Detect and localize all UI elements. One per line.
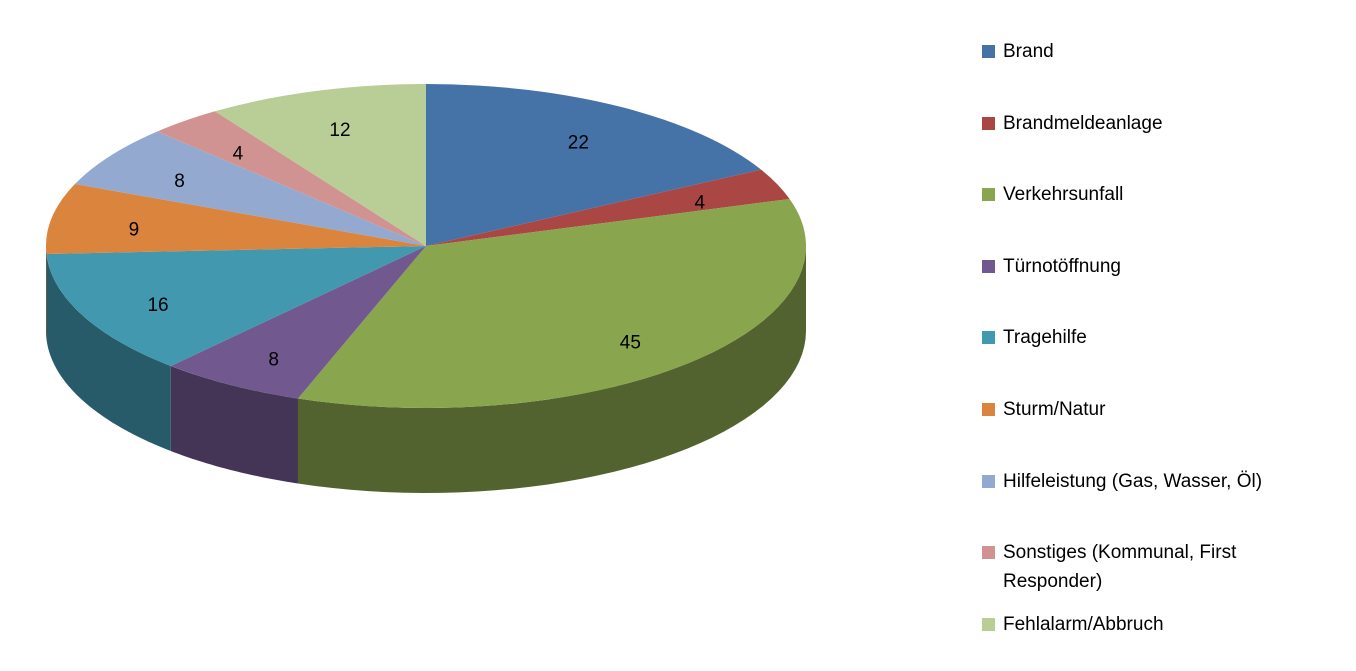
legend-item: Fehlalarm/Abbruch bbox=[982, 610, 1323, 639]
legend-label: Hilfeleistung (Gas, Wasser, Öl) bbox=[1003, 470, 1263, 492]
legend-label: Türnotöffnung bbox=[1003, 255, 1121, 277]
pie-slice bbox=[214, 84, 426, 246]
legend-swatch bbox=[982, 546, 995, 560]
legend-swatch bbox=[982, 259, 995, 273]
data-label: 22 bbox=[568, 133, 589, 154]
legend-swatch bbox=[982, 45, 995, 58]
pie-slice bbox=[45, 184, 426, 254]
legend-label: Brandmeldeanlage bbox=[1003, 112, 1163, 134]
legend-item: Brand bbox=[982, 37, 1323, 66]
pie-slice-side bbox=[46, 253, 171, 452]
legend-swatch bbox=[982, 188, 995, 202]
data-label: 4 bbox=[695, 193, 706, 214]
pie-slice bbox=[426, 84, 762, 246]
legend-label: Sturm/Natur bbox=[1003, 399, 1106, 420]
legend-label: Verkehrsunfall bbox=[1003, 184, 1124, 206]
data-label: 8 bbox=[268, 349, 279, 370]
legend-item: Tragehilfe bbox=[982, 323, 1323, 352]
legend-label: Brand bbox=[1003, 41, 1054, 62]
pie-slice bbox=[297, 198, 806, 409]
pie-slice bbox=[170, 246, 426, 399]
legend-swatch bbox=[982, 331, 995, 345]
legend-swatch bbox=[982, 116, 995, 130]
legend-item: Sturm/Natur bbox=[982, 395, 1323, 424]
pie-slice bbox=[74, 131, 426, 246]
data-label: 4 bbox=[233, 143, 244, 164]
pie-slice bbox=[426, 169, 790, 246]
legend-label: Fehlalarm/Abbruch bbox=[1003, 613, 1164, 635]
legend-item: Hilfeleistung (Gas, Wasser, Öl) bbox=[982, 467, 1323, 496]
legend-swatch bbox=[982, 403, 995, 416]
legend-label: Sonstiges (Kommunal, First Responder) bbox=[1003, 542, 1237, 593]
legend-item: Verkehrsunfall bbox=[982, 180, 1323, 209]
legend-item: Türnotöffnung bbox=[982, 252, 1323, 281]
data-label: 16 bbox=[147, 295, 168, 316]
data-label: 8 bbox=[174, 171, 185, 192]
pie-slice bbox=[157, 111, 426, 246]
pie-slice-side bbox=[170, 366, 298, 484]
data-label: 9 bbox=[129, 219, 140, 240]
legend-label: Tragehilfe bbox=[1003, 327, 1087, 349]
legend-swatch bbox=[982, 617, 995, 631]
pie-slice-side bbox=[297, 246, 806, 493]
legend-item: Brandmeldeanlage bbox=[982, 109, 1323, 138]
legend-swatch bbox=[982, 474, 995, 488]
data-label: 45 bbox=[620, 333, 641, 354]
pie-slice bbox=[46, 246, 426, 367]
data-label: 12 bbox=[329, 120, 350, 141]
legend-item: Sonstiges (Kommunal, First Responder) bbox=[982, 538, 1323, 596]
